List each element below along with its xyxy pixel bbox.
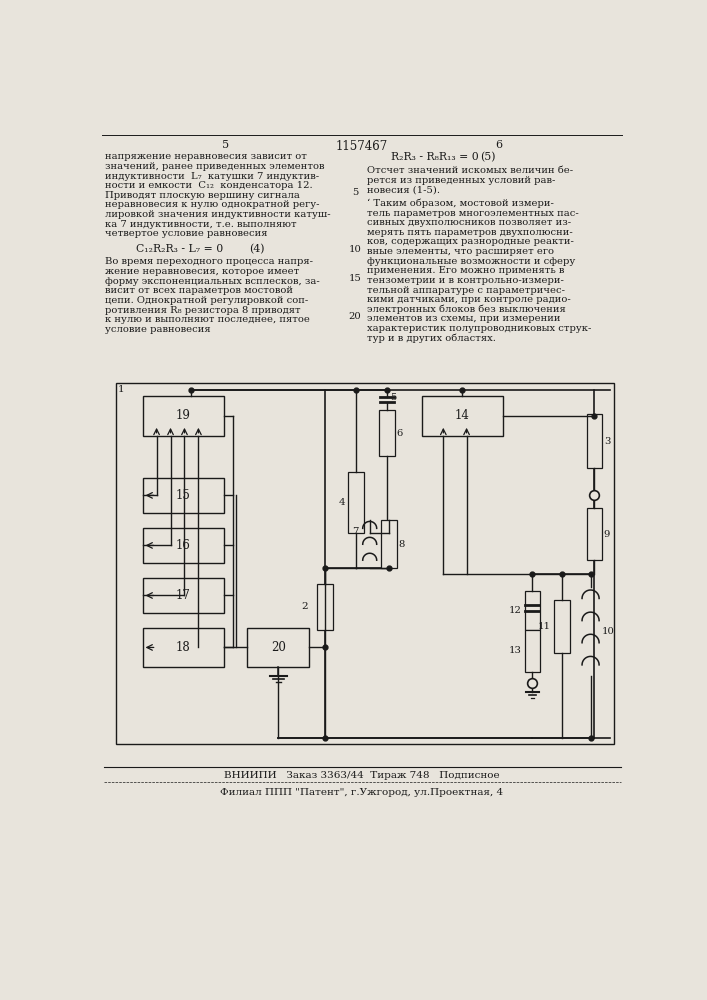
- Text: 2: 2: [301, 602, 308, 611]
- Bar: [379, 410, 395, 456]
- Bar: [554, 600, 570, 653]
- Text: 16: 16: [176, 539, 191, 552]
- Text: 10: 10: [602, 627, 614, 636]
- Text: электронных блоков без выключения: электронных блоков без выключения: [368, 305, 566, 314]
- Text: ков, содержащих разнородные реакти-: ков, содержащих разнородные реакти-: [368, 237, 574, 246]
- Text: 5: 5: [390, 393, 396, 402]
- Text: тель параметров многоэлементных пас-: тель параметров многоэлементных пас-: [368, 209, 579, 218]
- Text: 15: 15: [176, 489, 191, 502]
- Bar: [525, 630, 540, 672]
- Text: Приводят плоскую вершину сигнала: Приводят плоскую вершину сигнала: [105, 191, 300, 200]
- Text: Филиал ППП "Патент", г.Ужгород, ул.Проектная, 4: Филиал ППП "Патент", г.Ужгород, ул.Проек…: [221, 788, 503, 797]
- Text: (4): (4): [249, 244, 264, 254]
- Text: новесия (1-5).: новесия (1-5).: [368, 185, 440, 194]
- Text: 17: 17: [176, 589, 191, 602]
- Text: характеристик полупроводниковых струк-: характеристик полупроводниковых струк-: [368, 324, 592, 333]
- Text: 20: 20: [349, 312, 361, 321]
- Text: сивных двухполюсников позволяет из-: сивных двухполюсников позволяет из-: [368, 218, 571, 227]
- Text: кими датчиками, при контроле радио-: кими датчиками, при контроле радио-: [368, 295, 571, 304]
- Text: 5: 5: [352, 188, 358, 197]
- Text: Отсчет значений искомых величин бе-: Отсчет значений искомых величин бе-: [368, 166, 573, 175]
- Text: (5): (5): [480, 152, 495, 163]
- Text: C₁₂R₂R₃ - L₇ = 0: C₁₂R₂R₃ - L₇ = 0: [136, 244, 223, 254]
- Text: 8: 8: [398, 540, 404, 549]
- Text: 1157467: 1157467: [336, 140, 388, 153]
- Bar: [348, 472, 363, 533]
- Text: 6: 6: [496, 140, 503, 150]
- Text: 3: 3: [604, 437, 610, 446]
- Bar: [587, 414, 602, 468]
- Text: ка 7 индуктивности, т.е. выполняют: ка 7 индуктивности, т.е. выполняют: [105, 220, 297, 229]
- Bar: [115, 383, 614, 744]
- Text: 5: 5: [222, 140, 229, 150]
- Bar: [381, 520, 397, 568]
- Bar: [143, 528, 224, 563]
- Text: ВНИИПИ   Заказ 3363/44  Тираж 748   Подписное: ВНИИПИ Заказ 3363/44 Тираж 748 Подписное: [224, 771, 500, 780]
- Text: тельной аппаратуре с параметричес-: тельной аппаратуре с параметричес-: [368, 286, 566, 295]
- Text: 20: 20: [271, 641, 286, 654]
- Text: 18: 18: [176, 641, 191, 654]
- Text: 19: 19: [176, 409, 191, 422]
- Text: 1: 1: [118, 385, 124, 394]
- Bar: [587, 508, 602, 560]
- Text: применения. Его можно применять в: применения. Его можно применять в: [368, 266, 565, 275]
- Text: четвертое условие равновесия: четвертое условие равновесия: [105, 229, 268, 238]
- Text: лировкой значения индуктивности катуш-: лировкой значения индуктивности катуш-: [105, 210, 331, 219]
- Text: цепи. Однократной регулировкой соп-: цепи. Однократной регулировкой соп-: [105, 296, 309, 305]
- Text: форму экспоненциальных всплесков, за-: форму экспоненциальных всплесков, за-: [105, 277, 320, 286]
- Bar: [143, 628, 224, 667]
- Text: значений, ранее приведенных элементов: значений, ранее приведенных элементов: [105, 162, 325, 171]
- Text: 11: 11: [538, 622, 551, 631]
- Text: ‘ Таким образом, мостовой измери-: ‘ Таким образом, мостовой измери-: [368, 199, 554, 208]
- Text: ности и емкости  C₁₂  конденсатора 12.: ности и емкости C₁₂ конденсатора 12.: [105, 181, 313, 190]
- Text: 13: 13: [509, 646, 522, 655]
- Text: Во время переходного процесса напря-: Во время переходного процесса напря-: [105, 257, 313, 266]
- Text: 10: 10: [349, 245, 361, 254]
- Bar: [317, 584, 332, 630]
- Text: тур и в других областях.: тур и в других областях.: [368, 334, 496, 343]
- Text: к нулю и выполняют последнее, пятое: к нулю и выполняют последнее, пятое: [105, 315, 310, 324]
- Text: элементов из схемы, при измерении: элементов из схемы, при измерении: [368, 314, 561, 323]
- Text: 4: 4: [338, 498, 345, 507]
- Text: 6: 6: [396, 429, 402, 438]
- Bar: [143, 478, 224, 513]
- Text: вные элементы, что расширяет его: вные элементы, что расширяет его: [368, 247, 554, 256]
- Text: функциональные возможности и сферу: функциональные возможности и сферу: [368, 257, 575, 266]
- Text: R₂R₃ - R₈R₁₃ = 0: R₂R₃ - R₈R₁₃ = 0: [391, 152, 479, 162]
- Text: мерять пять параметров двухполюсни-: мерять пять параметров двухполюсни-: [368, 228, 573, 237]
- Text: 7: 7: [353, 527, 359, 536]
- Text: индуктивности  L₇  катушки 7 индуктив-: индуктивности L₇ катушки 7 индуктив-: [105, 172, 320, 181]
- Bar: [421, 396, 503, 436]
- Text: неравновесия к нулю однократной регу-: неравновесия к нулю однократной регу-: [105, 200, 320, 209]
- Text: 9: 9: [604, 530, 610, 539]
- Text: жение неравновесия, которое имеет: жение неравновесия, которое имеет: [105, 267, 300, 276]
- Bar: [143, 578, 224, 613]
- Bar: [247, 628, 309, 667]
- Text: условие равновесия: условие равновесия: [105, 325, 211, 334]
- Bar: [143, 396, 224, 436]
- Text: напряжение неравновесия зависит от: напряжение неравновесия зависит от: [105, 152, 308, 161]
- Text: 12: 12: [509, 606, 522, 615]
- Text: тензометрии и в контрольно-измери-: тензометрии и в контрольно-измери-: [368, 276, 564, 285]
- Text: 14: 14: [455, 409, 469, 422]
- Text: рется из приведенных условий рав-: рется из приведенных условий рав-: [368, 176, 556, 185]
- Bar: [525, 591, 540, 630]
- Text: 15: 15: [349, 274, 361, 283]
- Text: висит от всех параметров мостовой: висит от всех параметров мостовой: [105, 286, 293, 295]
- Text: ротивления R₈ резистора 8 приводят: ротивления R₈ резистора 8 приводят: [105, 306, 301, 315]
